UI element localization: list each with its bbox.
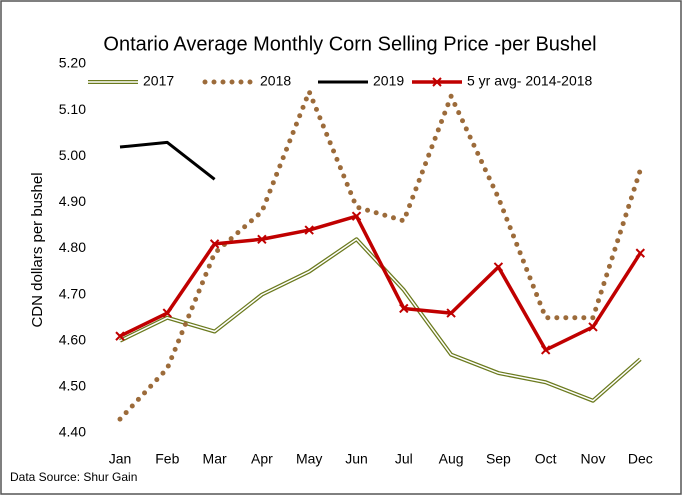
chart-title: Ontario Average Monthly Corn Selling Pri… bbox=[103, 33, 596, 55]
marker bbox=[399, 303, 409, 314]
marker bbox=[446, 308, 456, 318]
marker bbox=[540, 345, 551, 355]
x-tick-label: Oct bbox=[535, 451, 557, 467]
x-tick-label: Apr bbox=[251, 451, 273, 467]
legend-label: 2018 bbox=[260, 73, 291, 89]
marker bbox=[588, 322, 598, 332]
x-tick-label: Dec bbox=[628, 451, 653, 467]
marker bbox=[304, 225, 314, 235]
x-tick-label: Nov bbox=[581, 451, 606, 467]
y-tick-label: 4.60 bbox=[59, 331, 86, 347]
y-tick-label: 5.10 bbox=[59, 101, 86, 117]
y-tick-label: 4.40 bbox=[59, 424, 86, 440]
series-line bbox=[117, 89, 643, 422]
legend-label: 5 yr avg- 2014-2018 bbox=[467, 73, 593, 89]
x-tick-label: Feb bbox=[155, 451, 179, 467]
legend-label: 2017 bbox=[143, 73, 174, 89]
marker bbox=[493, 262, 504, 272]
y-tick-label: 4.80 bbox=[59, 239, 86, 255]
x-tick-label: May bbox=[296, 451, 322, 467]
y-tick-label: 4.50 bbox=[59, 378, 86, 394]
source: Data Source: Shur Gain bbox=[10, 470, 137, 484]
series-line bbox=[119, 214, 642, 352]
marker bbox=[635, 248, 646, 258]
y-tick-label: 4.90 bbox=[59, 193, 86, 209]
x-tick-label: Sep bbox=[486, 451, 511, 467]
x-tick-label: Jul bbox=[395, 451, 413, 467]
series-line bbox=[119, 140, 216, 181]
y-tick-label: 4.70 bbox=[59, 285, 86, 301]
x-tick-label: Jan bbox=[109, 451, 132, 467]
x-tick-label: Aug bbox=[439, 451, 464, 467]
marker bbox=[257, 234, 267, 244]
marker bbox=[162, 308, 173, 318]
y-tick-label: 5.20 bbox=[59, 55, 86, 71]
x-tick-label: Jun bbox=[345, 451, 368, 467]
y-tick-label: 5.00 bbox=[59, 147, 86, 163]
legend-label: 2019 bbox=[373, 73, 404, 89]
y-axis-label: CDN dollars per bushel bbox=[29, 172, 46, 327]
legend-marker bbox=[432, 77, 442, 87]
marker bbox=[209, 239, 220, 249]
marker bbox=[115, 331, 125, 341]
x-tick-label: Mar bbox=[203, 451, 227, 467]
marker bbox=[351, 211, 362, 221]
